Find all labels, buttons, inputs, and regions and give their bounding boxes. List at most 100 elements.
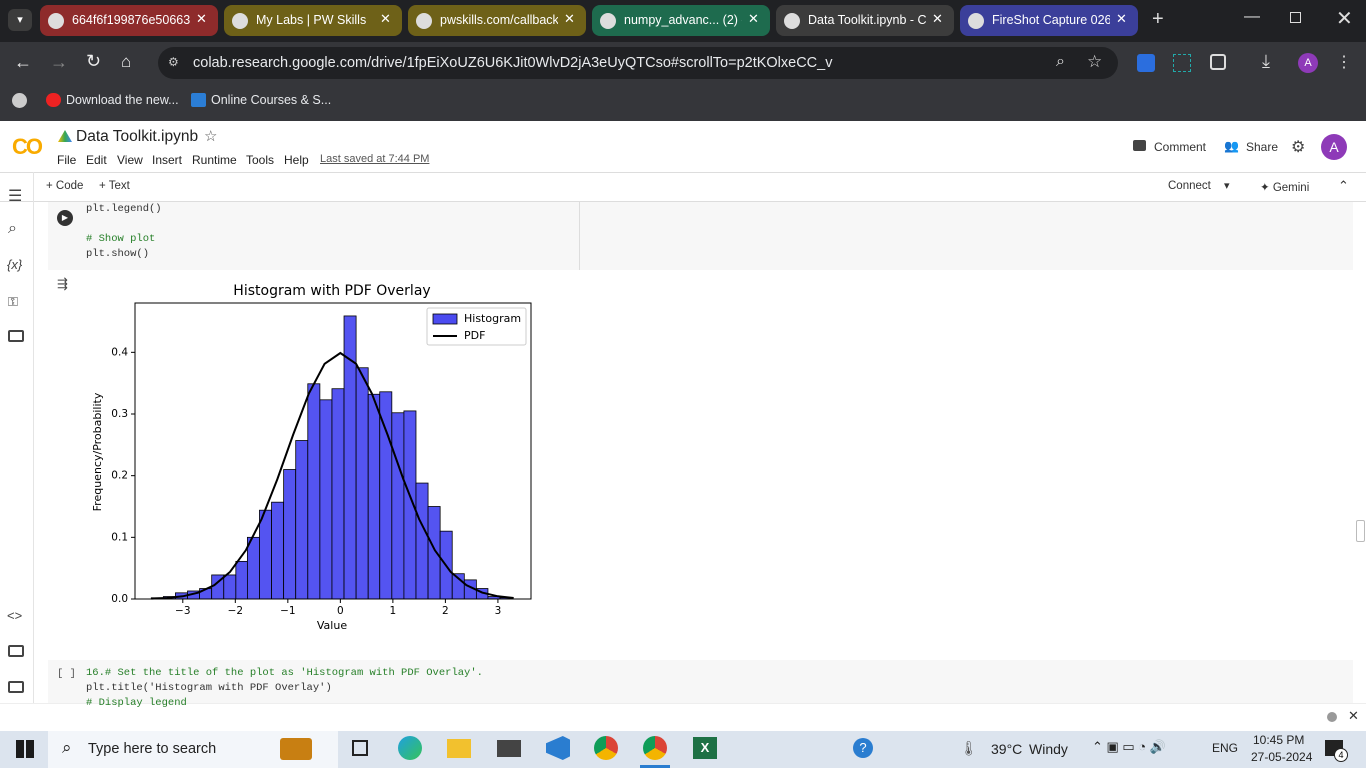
- address-bar[interactable]: [158, 47, 1118, 79]
- code-snippets[interactable]: <>: [7, 608, 23, 623]
- search-icon[interactable]: ⌕: [8, 220, 17, 237]
- y-tick-label: 0.4: [111, 346, 128, 358]
- active-indicator: [640, 765, 670, 768]
- tab-close[interactable]: ✕: [1116, 11, 1127, 26]
- extensions[interactable]: [1210, 54, 1226, 70]
- y-tick-label: 0.1: [111, 531, 128, 543]
- x-tick-label: −3: [175, 605, 190, 617]
- add-code[interactable]: + Code: [46, 180, 84, 192]
- start-button[interactable]: [16, 740, 34, 758]
- tab-close[interactable]: ✕: [196, 11, 207, 26]
- file-explorer[interactable]: [447, 739, 471, 758]
- tab-title: Data Toolkit.ipynb - C: [808, 13, 926, 27]
- task-view[interactable]: [352, 740, 368, 756]
- menu[interactable]: ⋮: [1336, 54, 1352, 71]
- clock-date[interactable]: 27-05-2024: [1251, 750, 1313, 764]
- tab[interactable]: [776, 5, 954, 36]
- bookmark[interactable]: Online Courses & S...: [211, 93, 332, 107]
- comment-button[interactable]: Comment: [1154, 140, 1207, 154]
- menu-item[interactable]: View: [117, 153, 143, 167]
- tab-close[interactable]: ✕: [748, 11, 759, 26]
- tab-close[interactable]: ✕: [564, 11, 575, 26]
- x-tick-label: 1: [390, 605, 397, 617]
- variables-icon[interactable]: {x}: [7, 257, 23, 272]
- chrome[interactable]: [594, 736, 618, 760]
- code-line: # Display legend: [86, 697, 187, 709]
- help[interactable]: ?: [853, 738, 873, 758]
- code-cell: [48, 660, 1353, 703]
- secrets-icon[interactable]: ⚿: [8, 294, 18, 309]
- tray-icons[interactable]: ⌃ ▣ ▭ ◔ 🔊: [1092, 739, 1166, 754]
- tab[interactable]: [592, 5, 770, 36]
- connect[interactable]: Connect: [1168, 180, 1211, 192]
- excel[interactable]: X: [693, 737, 717, 759]
- settings[interactable]: ⚙: [1291, 139, 1306, 156]
- profile[interactable]: A: [1298, 53, 1318, 73]
- restore[interactable]: [1290, 12, 1301, 23]
- close-status[interactable]: ✕: [1348, 708, 1359, 723]
- terminal[interactable]: [8, 681, 24, 693]
- drive-icon: [58, 130, 72, 142]
- tab[interactable]: [408, 5, 586, 36]
- files-icon[interactable]: [8, 330, 24, 342]
- tab-title: My Labs | PW Skills: [256, 13, 367, 27]
- tab[interactable]: [224, 5, 402, 36]
- minimize[interactable]: —: [1244, 8, 1260, 25]
- temperature[interactable]: 39°C: [991, 741, 1023, 757]
- menu-item[interactable]: Edit: [86, 153, 107, 167]
- add-text[interactable]: + Text: [99, 180, 130, 192]
- tab[interactable]: [960, 5, 1138, 36]
- toc-icon[interactable]: ☰: [8, 188, 23, 205]
- new-tab[interactable]: +: [1152, 8, 1164, 30]
- notebook-title[interactable]: Data Toolkit.ipynb: [76, 128, 199, 145]
- gemini[interactable]: ✦ Gemini: [1260, 182, 1310, 194]
- zoom[interactable]: ⌕: [1056, 53, 1065, 70]
- language[interactable]: ENG: [1212, 741, 1239, 755]
- tab-icon: [784, 13, 800, 29]
- share-button[interactable]: Share: [1246, 140, 1279, 154]
- bookmark[interactable]: Download the new...: [66, 93, 179, 107]
- tab-close[interactable]: ✕: [380, 11, 391, 26]
- star[interactable]: ☆: [204, 128, 218, 145]
- histogram-bar: [223, 574, 237, 600]
- clock-time[interactable]: 10:45 PM: [1253, 733, 1305, 747]
- menu-item[interactable]: Runtime: [192, 153, 237, 167]
- mail[interactable]: [497, 740, 521, 757]
- downloads[interactable]: ⤓: [1262, 51, 1270, 71]
- weather[interactable]: Windy: [1029, 741, 1068, 757]
- menu-item[interactable]: File: [57, 153, 77, 167]
- menu-item[interactable]: Insert: [152, 153, 183, 167]
- close-window[interactable]: ✕: [1336, 8, 1353, 30]
- histogram-bar: [295, 440, 309, 600]
- extension[interactable]: [1137, 54, 1155, 72]
- colab-logo[interactable]: CO: [12, 134, 43, 159]
- chrome-active[interactable]: [643, 736, 667, 760]
- tab-title: pwskills.com/callback: [440, 13, 558, 27]
- site-info[interactable]: ⚙: [168, 55, 179, 69]
- scrollbar[interactable]: [1356, 520, 1365, 542]
- last-saved[interactable]: Last saved at 7:44 PM: [320, 153, 430, 165]
- bookmark-star[interactable]: ☆: [1087, 52, 1103, 71]
- back[interactable]: ←: [14, 52, 32, 72]
- reload[interactable]: ↻: [86, 51, 102, 71]
- forward[interactable]: →: [50, 52, 68, 72]
- menu-item[interactable]: Help: [284, 153, 309, 167]
- collapse[interactable]: ⌃: [1338, 178, 1349, 193]
- avatar[interactable]: A: [1321, 134, 1347, 160]
- output-toggle[interactable]: ⇶: [57, 276, 68, 291]
- edge[interactable]: [398, 736, 422, 760]
- home[interactable]: ⌂: [121, 52, 132, 71]
- menu-item[interactable]: Tools: [246, 153, 275, 167]
- y-axis-label: Frequency/Probability: [91, 392, 104, 511]
- tab-close[interactable]: ✕: [932, 11, 943, 26]
- connect-menu[interactable]: ▾: [1224, 180, 1230, 192]
- command-palette[interactable]: [8, 645, 24, 657]
- tab-search-button[interactable]: ▾: [8, 9, 32, 31]
- extension[interactable]: [1173, 54, 1191, 72]
- run-button[interactable]: ▶: [57, 210, 73, 226]
- tab-title: 664f6f199876e50663: [72, 13, 190, 27]
- tab-title: FireShot Capture 026: [992, 13, 1110, 27]
- tab[interactable]: [40, 5, 218, 36]
- cell-bracket[interactable]: [ ]: [57, 668, 76, 680]
